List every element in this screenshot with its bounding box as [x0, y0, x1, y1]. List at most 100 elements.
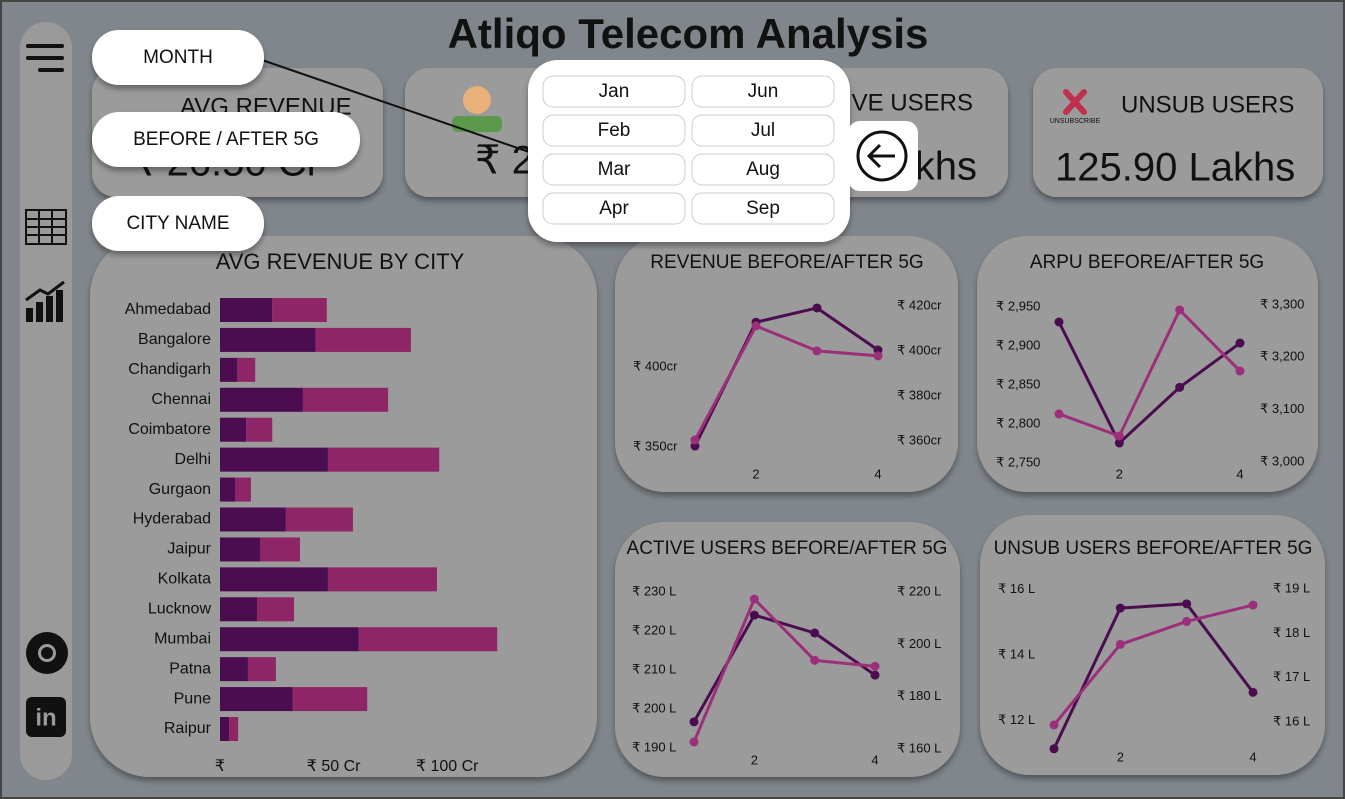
bar [285, 507, 353, 532]
y-tick-label: ₹ 220 L [632, 622, 676, 637]
bar [220, 447, 328, 472]
y2-tick-label: ₹ 19 L [1273, 581, 1310, 596]
bar [220, 387, 303, 412]
y-tick-label: Bangalore [138, 331, 211, 348]
month-option[interactable] [542, 114, 686, 147]
y-tick-label: Patna [169, 660, 211, 677]
y-tick-label: ₹ 230 L [632, 584, 676, 599]
month-option[interactable] [691, 192, 835, 225]
y-tick-label: ₹ 14 L [998, 646, 1035, 661]
bar [247, 657, 276, 682]
point [873, 351, 883, 361]
filter-button[interactable] [92, 112, 360, 167]
bar [220, 717, 230, 742]
y-tick-label: Chandigarh [128, 361, 211, 378]
x-tick-label: ₹ [215, 758, 225, 775]
y-tick-label: ₹ 2,950 [996, 298, 1040, 313]
chart-title: ARPU BEFORE/AFTER 5G [1030, 252, 1264, 273]
y-tick-label: ₹ 2,750 [996, 454, 1040, 469]
chart-title: REVENUE BEFORE/AFTER 5G [650, 252, 923, 273]
bar [237, 357, 256, 382]
bar [272, 298, 327, 322]
y-tick-label: ₹ 2,800 [996, 415, 1040, 430]
chart-card [615, 522, 960, 777]
point [812, 346, 822, 356]
chart-icon[interactable] [25, 280, 65, 322]
y-tick-label: ₹ 200 L [632, 700, 676, 715]
connector-line [261, 59, 533, 154]
y2-tick-label: ₹ 3,100 [1260, 401, 1304, 416]
point [1115, 639, 1125, 649]
y2-tick-label: ₹ 180 L [897, 688, 941, 703]
bar [220, 477, 235, 502]
point [1115, 603, 1125, 613]
bar [220, 597, 258, 622]
y-tick-label: ₹ 190 L [632, 739, 676, 754]
point [1054, 317, 1064, 327]
chart-title: AVG REVENUE BY CITY [216, 249, 465, 274]
point [690, 435, 700, 445]
bar [220, 687, 293, 712]
month-option[interactable] [542, 153, 686, 186]
month-label: Apr [599, 198, 629, 219]
y-tick-label: Kolkata [158, 571, 211, 588]
month-option[interactable] [691, 153, 835, 186]
y2-tick-label: ₹ 3,200 [1260, 349, 1304, 364]
month-label: Jan [599, 81, 630, 102]
back-icon[interactable] [856, 130, 908, 182]
month-option[interactable] [691, 75, 835, 108]
menu-icon[interactable] [26, 44, 64, 72]
y-tick-label: Coimbatore [128, 421, 211, 438]
chart-title: UNSUB USERS BEFORE/AFTER 5G [994, 538, 1313, 559]
y-tick-label: Gurgaon [149, 481, 211, 498]
bar [358, 627, 498, 652]
table-icon[interactable] [25, 209, 67, 245]
bar [292, 687, 368, 712]
y-tick-label: ₹ 16 L [998, 581, 1035, 596]
y2-tick-label: ₹ 16 L [1273, 713, 1310, 728]
chrome-icon[interactable] [26, 632, 68, 674]
y2-tick-label: ₹ 420cr [897, 297, 942, 312]
filter-button[interactable] [92, 196, 264, 251]
y-tick-label: Ahmedabad [125, 301, 211, 318]
line [1058, 307, 1242, 438]
bar [220, 627, 359, 652]
filter-label: BEFORE / AFTER 5G [133, 129, 319, 150]
month-option[interactable] [542, 192, 686, 225]
x-tick-label: 4 [874, 466, 881, 481]
month-option[interactable] [542, 75, 686, 108]
point [812, 303, 822, 313]
point [1049, 744, 1059, 754]
bar [259, 537, 300, 562]
month-option[interactable] [691, 114, 835, 147]
linkedin-icon[interactable]: in [26, 697, 66, 737]
filter-label: CITY NAME [126, 213, 229, 234]
month-label: Jul [751, 120, 775, 141]
line [1052, 602, 1255, 750]
icon-text: UNSUBSCRIBE [1050, 118, 1101, 125]
user-icon [452, 116, 502, 132]
y2-tick-label: ₹ 3,300 [1260, 296, 1304, 311]
line [1057, 321, 1241, 446]
y-tick-label: Hyderabad [133, 511, 211, 528]
y-tick-label: ₹ 400cr [633, 358, 678, 373]
y-tick-label: ₹ 12 L [998, 712, 1035, 727]
bar [302, 387, 389, 412]
point [751, 321, 761, 331]
kpi-value: 125.90 Lakhs [1055, 146, 1295, 190]
bar [220, 298, 273, 322]
kpi-card [1033, 68, 1323, 197]
y2-tick-label: ₹ 160 L [897, 740, 941, 755]
bar [229, 717, 239, 742]
point [1175, 305, 1185, 315]
point [1235, 338, 1245, 348]
filter-button[interactable] [92, 30, 264, 85]
y-tick-label: Delhi [175, 451, 211, 468]
x-tick-label: 4 [871, 752, 878, 767]
month-list: Jan Feb Mar Apr Jun Jul Aug Sep [542, 75, 835, 225]
filter-label: MONTH [143, 47, 213, 68]
point [1114, 438, 1124, 448]
bar [246, 417, 273, 442]
point [689, 717, 699, 727]
month-label: Sep [746, 198, 780, 219]
